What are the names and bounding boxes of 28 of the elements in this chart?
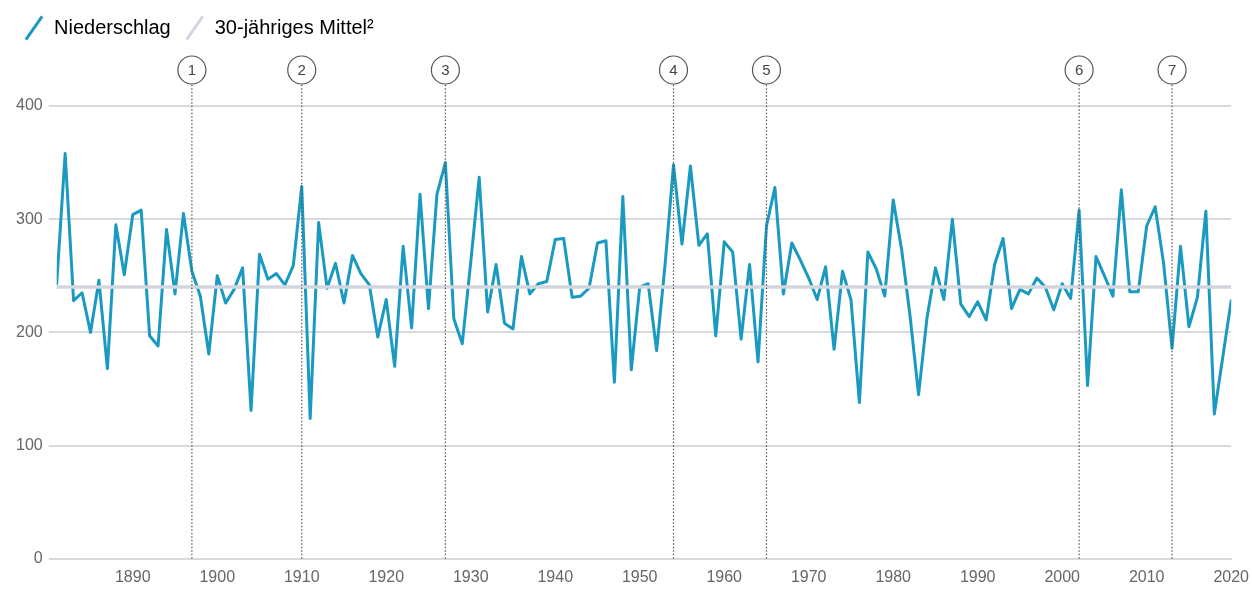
y-tick-label: 400 xyxy=(15,96,43,114)
y-tick-label: 0 xyxy=(33,549,43,567)
x-tick-label: 1990 xyxy=(959,567,996,585)
x-tick-label: 2000 xyxy=(1044,567,1081,585)
text: 1 xyxy=(187,61,197,79)
text: 7 xyxy=(1167,61,1177,79)
y-tick-label: 300 xyxy=(15,209,43,227)
y-tick-label: 200 xyxy=(15,322,43,340)
x-tick-label: 1940 xyxy=(537,567,574,585)
text: 5 xyxy=(762,61,771,79)
x-tick-label: 2010 xyxy=(1128,567,1165,585)
x-tick-label: 1890 xyxy=(114,567,151,585)
text: 3 xyxy=(441,61,450,79)
legend-label: 30-jähriges Mittel² xyxy=(214,15,375,38)
text: 6 xyxy=(1074,61,1084,79)
x-tick-label: 1950 xyxy=(621,567,658,585)
x-tick-label: 1960 xyxy=(706,567,743,585)
x-tick-label: 1930 xyxy=(452,567,489,585)
text: 2 xyxy=(297,61,306,79)
x-tick-label: 1920 xyxy=(368,567,405,585)
legend-label: Niederschlag xyxy=(54,15,171,38)
x-tick-label: 1900 xyxy=(199,567,236,585)
x-tick-label: 1980 xyxy=(875,567,912,585)
y-tick-label: 100 xyxy=(15,436,43,454)
x-tick-label: 1910 xyxy=(283,567,320,585)
text: 4 xyxy=(669,61,678,79)
x-tick-label: 2020 xyxy=(1213,567,1250,585)
x-tick-label: 1970 xyxy=(790,567,827,585)
